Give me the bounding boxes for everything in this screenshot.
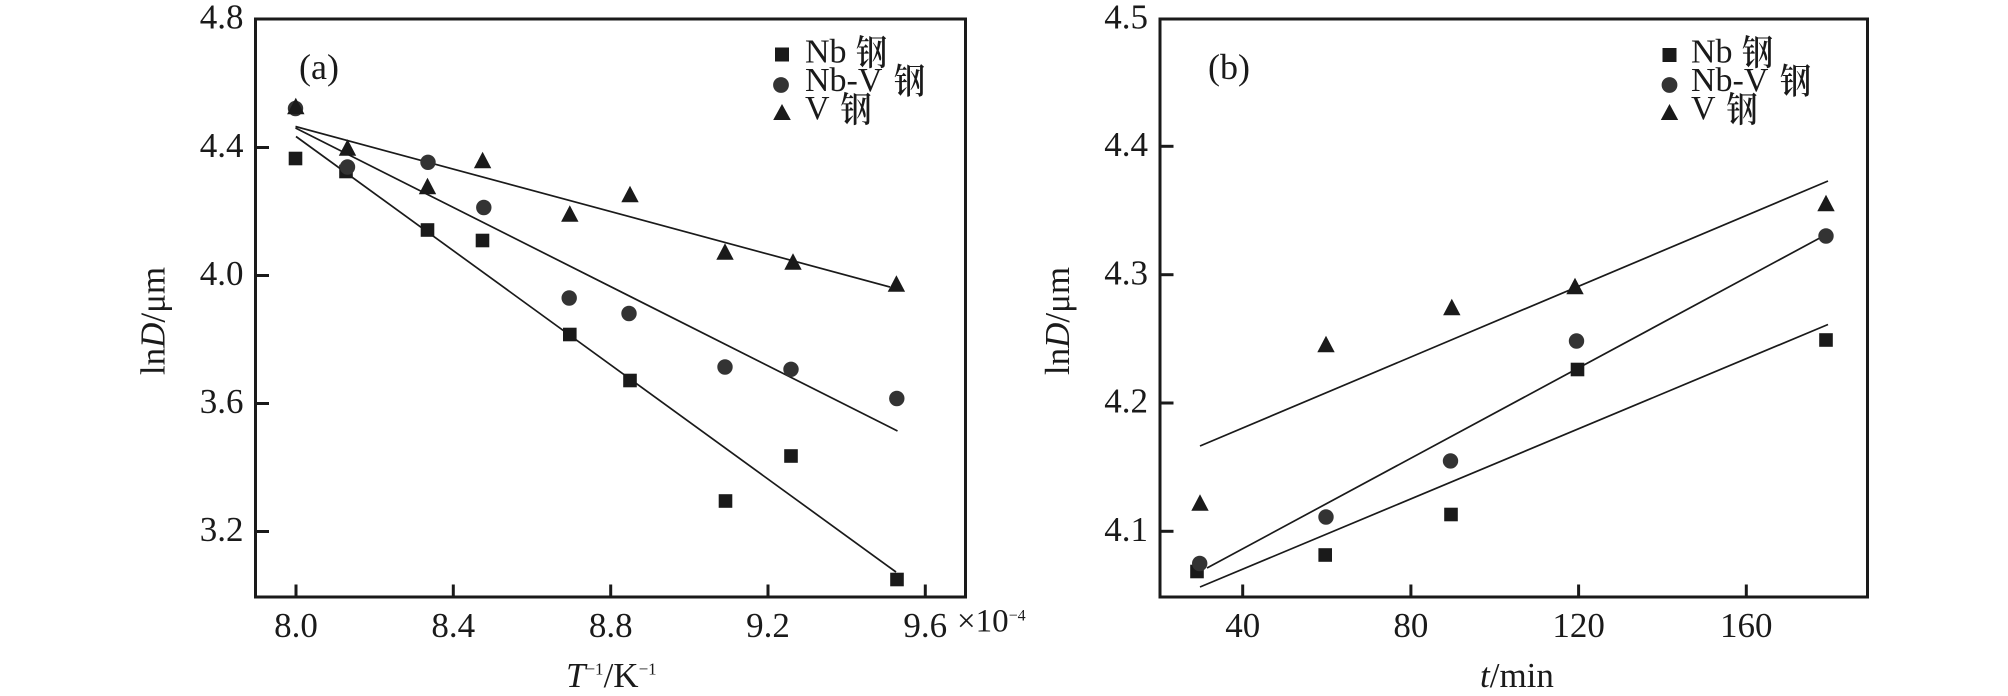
svg-text:4.0: 4.0 [200,254,244,293]
svg-text:40: 40 [1225,606,1260,645]
svg-text:V: V [1691,90,1716,127]
svg-text:t/min: t/min [1480,656,1554,695]
svg-text:Nb-V: Nb-V [1691,62,1769,99]
svg-text:160: 160 [1720,606,1773,645]
svg-text:(b): (b) [1208,47,1250,87]
svg-text:Nb: Nb [805,33,847,70]
svg-text:4.4: 4.4 [1104,125,1148,164]
svg-text:4.8: 4.8 [200,0,244,37]
svg-text:120: 120 [1552,606,1605,645]
svg-text:4.4: 4.4 [200,126,244,165]
svg-text:80: 80 [1393,606,1428,645]
svg-text:3.2: 3.2 [200,510,244,549]
svg-text:9.2: 9.2 [746,606,790,645]
svg-text:9.6: 9.6 [903,606,947,645]
svg-text:Nb: Nb [1691,33,1733,70]
svg-text:lnD/μm: lnD/μm [1038,267,1077,375]
svg-text:4.1: 4.1 [1104,510,1148,549]
svg-text:4.3: 4.3 [1104,253,1148,292]
svg-text:3.6: 3.6 [200,382,244,421]
svg-text:4.2: 4.2 [1104,382,1148,421]
svg-text:T−1/K−1: T−1/K−1 [566,656,657,695]
svg-text:8.4: 8.4 [431,606,475,645]
svg-text:8.8: 8.8 [589,606,633,645]
svg-text:V: V [805,90,830,127]
svg-text:4.5: 4.5 [1104,0,1148,37]
svg-text:lnD/μm: lnD/μm [134,267,173,375]
svg-text:(a): (a) [299,47,339,87]
svg-text:8.0: 8.0 [274,606,318,645]
svg-text:Nb-V: Nb-V [805,62,883,99]
